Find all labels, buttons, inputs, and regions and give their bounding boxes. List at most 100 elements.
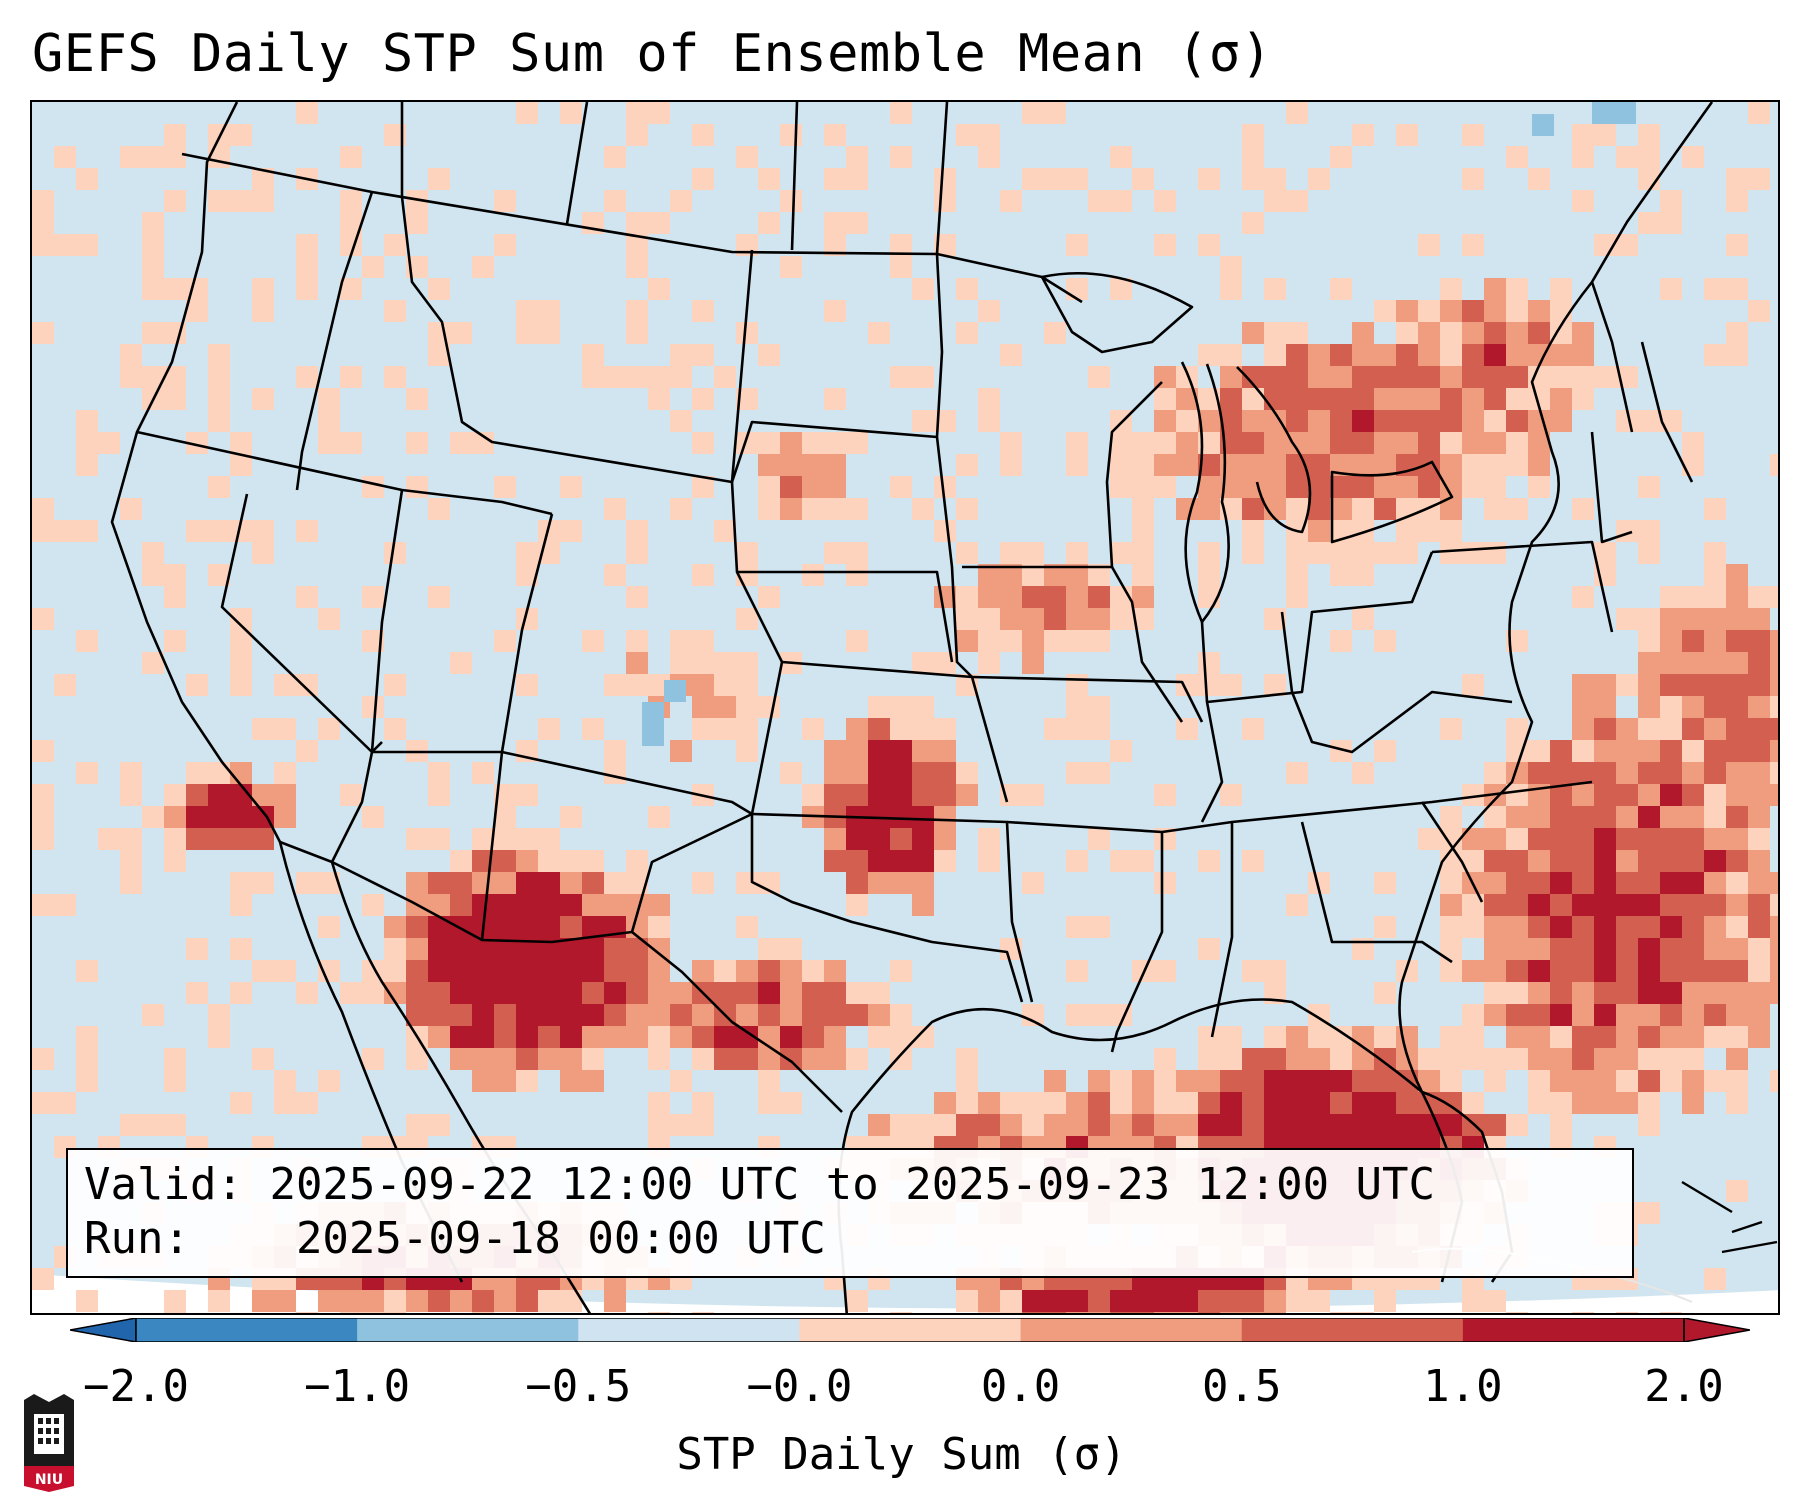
- stp-cell: [560, 476, 582, 498]
- stp-cell: [1198, 674, 1220, 696]
- stp-cell: [582, 630, 604, 652]
- stp-cell: [252, 718, 274, 740]
- stp-cell: [1044, 1290, 1066, 1312]
- stp-cell: [516, 102, 538, 124]
- stp-cell: [516, 608, 538, 630]
- stp-cell: [362, 1312, 384, 1313]
- stp-cell: [626, 850, 648, 872]
- stp-cell: [494, 1048, 516, 1070]
- stp-cell: [164, 388, 186, 410]
- stp-cell: [120, 872, 142, 894]
- stp-cell: [1506, 806, 1528, 828]
- stp-cell: [494, 850, 516, 872]
- stp-cell: [1440, 520, 1462, 542]
- stp-cell: [890, 102, 912, 124]
- stp-cell: [1748, 608, 1770, 630]
- stp-cell: [846, 212, 868, 234]
- stp-cell: [1264, 432, 1286, 454]
- stp-cell: [1396, 542, 1418, 564]
- stp-cell: [516, 322, 538, 344]
- stp-cell: [1484, 1114, 1506, 1136]
- stp-cell: [428, 1114, 450, 1136]
- stp-cell: [1572, 1092, 1594, 1114]
- stp-cell: [1418, 1048, 1440, 1070]
- stp-cell: [1374, 300, 1396, 322]
- stp-cell: [1550, 872, 1572, 894]
- stp-cell: [1638, 630, 1660, 652]
- stp-cell: [1352, 410, 1374, 432]
- stp-cell: [802, 476, 824, 498]
- stp-cell: [824, 982, 846, 1004]
- stp-cell: [1022, 608, 1044, 630]
- stp-cell: [384, 366, 406, 388]
- stp-cell: [560, 894, 582, 916]
- stp-cell: [1660, 190, 1682, 212]
- stp-cell: [714, 960, 736, 982]
- stp-cell: [692, 1004, 714, 1026]
- stp-cell: [1308, 1290, 1330, 1312]
- stp-cell: [450, 1290, 472, 1312]
- stp-cell: [758, 212, 780, 234]
- stp-cell: [1462, 1290, 1484, 1312]
- stp-cell: [32, 894, 54, 916]
- stp-cell: [494, 872, 516, 894]
- stp-cell: [1132, 1092, 1154, 1114]
- stp-cell: [1198, 432, 1220, 454]
- stp-cell: [1550, 916, 1572, 938]
- stp-cell: [1704, 1026, 1726, 1048]
- stp-cell: [560, 806, 582, 828]
- stp-cell: [582, 960, 604, 982]
- stp-cell: [208, 784, 230, 806]
- stp-cell: [780, 1048, 802, 1070]
- stp-cell: [1308, 1070, 1330, 1092]
- stp-cell: [1528, 982, 1550, 1004]
- stp-cell: [1396, 410, 1418, 432]
- stp-cell: [538, 322, 560, 344]
- stp-cell: [1440, 388, 1462, 410]
- stp-cell: [1638, 850, 1660, 872]
- stp-cell: [912, 1114, 934, 1136]
- stp-cell: [1066, 718, 1088, 740]
- stp-cell: [538, 828, 560, 850]
- stp-cell: [142, 322, 164, 344]
- stp-cell: [1374, 476, 1396, 498]
- stp-cell: [670, 344, 692, 366]
- stp-cell: [802, 718, 824, 740]
- stp-cell: [406, 476, 428, 498]
- stp-cell: [1286, 410, 1308, 432]
- stp-cell: [1066, 168, 1088, 190]
- stp-cell: [1066, 1004, 1088, 1026]
- stp-cell: [978, 608, 1000, 630]
- stp-cell: [890, 1048, 912, 1070]
- stp-cell: [1066, 608, 1088, 630]
- stp-cell: [1242, 168, 1264, 190]
- stp-cell: [1352, 564, 1374, 586]
- stp-cell: [1264, 366, 1286, 388]
- stp-cell: [1154, 1114, 1176, 1136]
- stp-cell: [1220, 454, 1242, 476]
- stp-cell: [362, 1290, 384, 1312]
- stp-cell: [76, 630, 98, 652]
- stp-cell: [1440, 938, 1462, 960]
- stp-cell: [164, 850, 186, 872]
- stp-cell: [956, 1290, 978, 1312]
- stp-cell: [252, 542, 274, 564]
- stp-cell: [692, 1026, 714, 1048]
- stp-cell: [1264, 454, 1286, 476]
- stp-cell: [384, 542, 406, 564]
- stp-cell: [1066, 1312, 1088, 1313]
- stp-cell: [1066, 564, 1088, 586]
- stp-cell: [1198, 1290, 1220, 1312]
- stp-cell: [208, 344, 230, 366]
- stp-cell: [120, 366, 142, 388]
- stp-cell: [1550, 982, 1572, 1004]
- stp-cell: [670, 740, 692, 762]
- stp-cell: [76, 1070, 98, 1092]
- stp-cell: [934, 234, 956, 256]
- stp-cell: [1132, 586, 1154, 608]
- stp-cell: [1352, 938, 1374, 960]
- stp-cell: [318, 718, 340, 740]
- stp-cell: [494, 476, 516, 498]
- stp-cell: [604, 1004, 626, 1026]
- stp-cell: [736, 982, 758, 1004]
